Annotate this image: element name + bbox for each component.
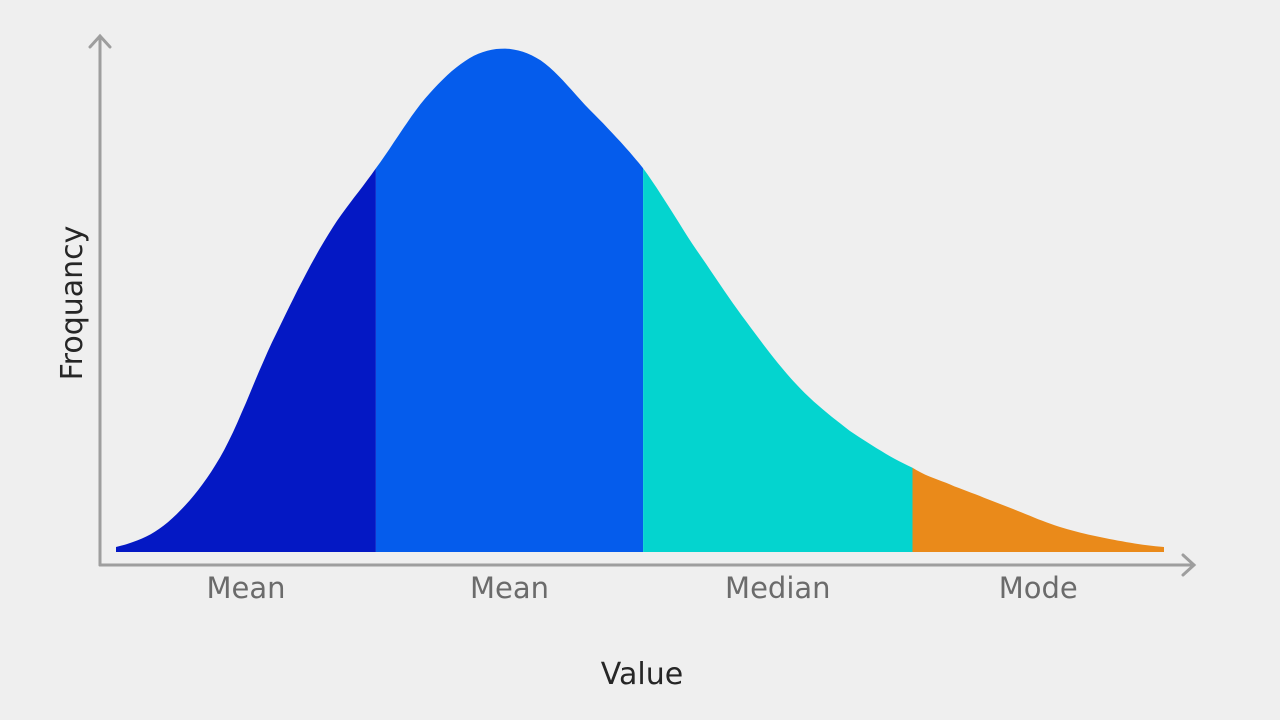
region-label-3: Median [725,571,830,605]
region-area-1 [116,168,376,552]
y-axis-title: Froquancy [55,226,90,381]
axes [88,33,1197,577]
region-label-1: Mean [206,571,285,605]
region-area-3 [643,168,913,552]
region-label-2: Mean [470,571,549,605]
region-area-2 [375,48,644,552]
x-axis-title: Value [601,657,683,692]
y-axis [88,33,112,567]
region-area-4 [912,467,1164,552]
region-label-4: Mode [999,571,1078,605]
x-axis [98,553,1197,577]
curve-regions [116,48,1164,552]
region-labels: Mean Mean Median Mode [206,571,1077,605]
